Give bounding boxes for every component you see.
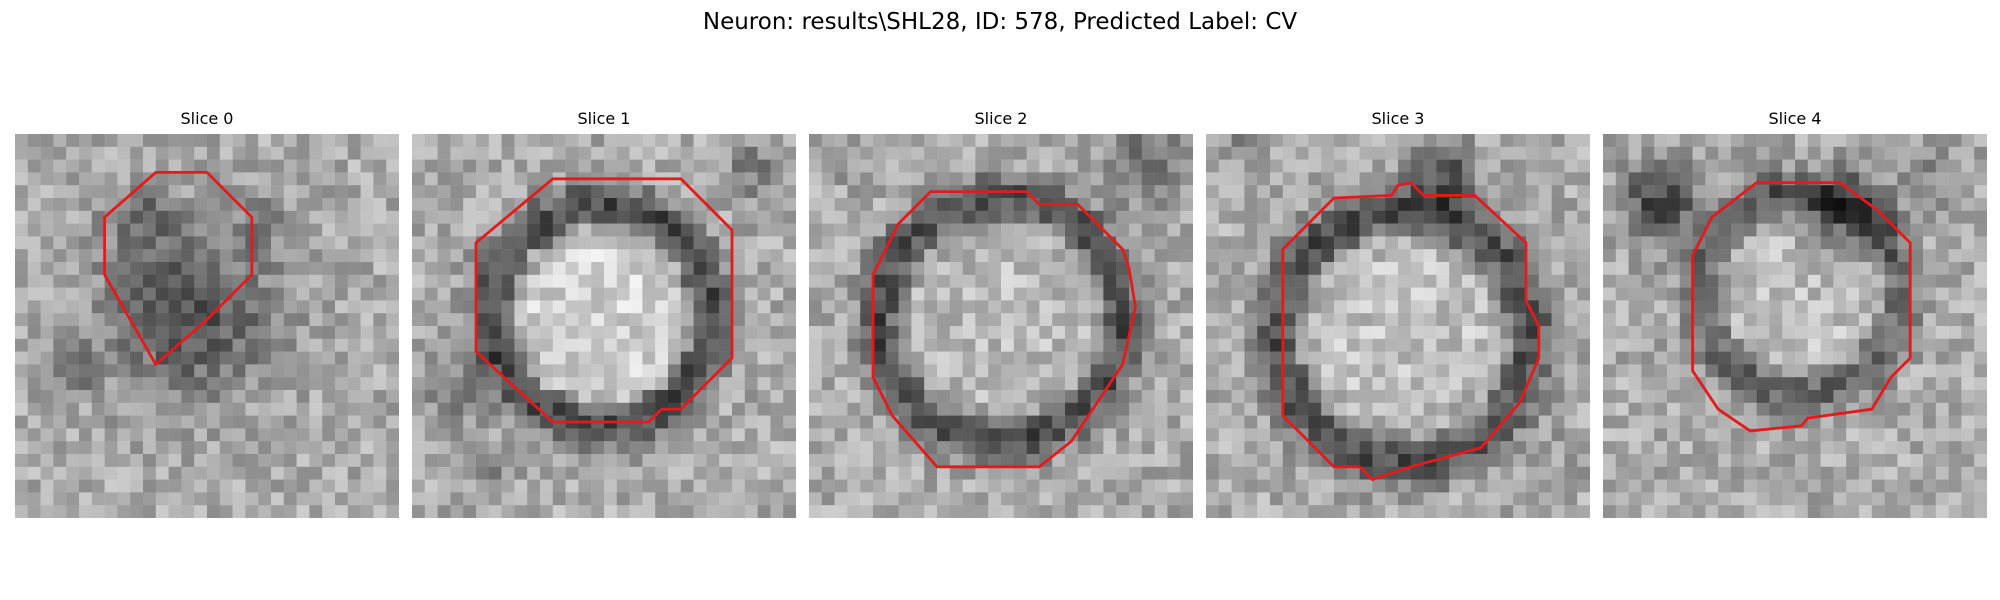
- slice-1-panel: [412, 134, 796, 518]
- segmentation-contour: [474, 177, 734, 424]
- slice-0-title: Slice 0: [180, 109, 234, 128]
- slice-3-panel: [1206, 134, 1590, 518]
- slice-2-title: Slice 2: [974, 109, 1028, 128]
- slice-1-title: Slice 1: [577, 109, 631, 128]
- slice-0-image: [15, 134, 399, 518]
- slice-2-panel: [809, 134, 1193, 518]
- segmentation-contour: [1691, 181, 1912, 433]
- segmentation-contour: [871, 190, 1137, 469]
- slice-4-title: Slice 4: [1768, 109, 1822, 128]
- slice-4-image: [1603, 134, 1987, 518]
- segmentation-contour: [1281, 181, 1541, 482]
- slice-3-image: [1206, 134, 1590, 518]
- slice-3-title: Slice 3: [1371, 109, 1425, 128]
- slice-2-image: [809, 134, 1193, 518]
- slice-0-panel: [15, 134, 399, 518]
- slice-4-panel: [1603, 134, 1987, 518]
- segmentation-contour: [103, 170, 254, 366]
- figure-title: Neuron: results\SHL28, ID: 578, Predicte…: [702, 9, 1298, 35]
- slice-1-image: [412, 134, 796, 518]
